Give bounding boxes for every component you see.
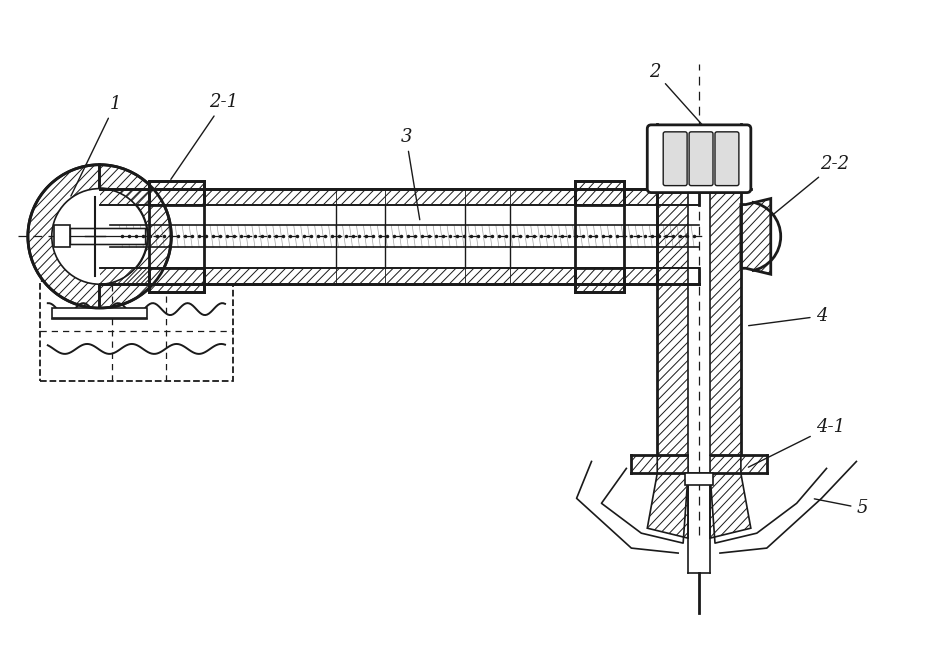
Text: 2: 2 — [649, 63, 702, 125]
Polygon shape — [710, 456, 751, 538]
Polygon shape — [631, 456, 657, 474]
Text: 5: 5 — [814, 499, 868, 517]
Bar — [657, 188, 741, 456]
Polygon shape — [657, 188, 688, 456]
Polygon shape — [100, 165, 172, 308]
Polygon shape — [574, 180, 625, 204]
Polygon shape — [710, 188, 741, 456]
Text: 4: 4 — [749, 307, 827, 326]
Bar — [40, 281, 233, 381]
Polygon shape — [741, 198, 771, 274]
Circle shape — [52, 188, 147, 284]
Text: 4-1: 4-1 — [748, 418, 845, 467]
Bar — [70, 228, 145, 244]
Polygon shape — [647, 456, 688, 538]
Polygon shape — [27, 165, 100, 308]
Bar — [685, 474, 713, 486]
Text: 3: 3 — [400, 128, 420, 220]
Text: 1: 1 — [71, 95, 121, 196]
FancyBboxPatch shape — [715, 132, 738, 186]
FancyBboxPatch shape — [647, 125, 751, 192]
Polygon shape — [574, 268, 625, 292]
FancyBboxPatch shape — [664, 132, 687, 186]
Bar — [52, 308, 147, 318]
Bar — [54, 226, 70, 247]
Text: 2-1: 2-1 — [171, 93, 238, 179]
Polygon shape — [150, 268, 204, 292]
Polygon shape — [100, 268, 699, 284]
Text: 2-2: 2-2 — [773, 155, 849, 214]
Polygon shape — [150, 180, 204, 204]
Polygon shape — [741, 456, 767, 474]
Polygon shape — [100, 188, 699, 204]
FancyBboxPatch shape — [689, 132, 713, 186]
